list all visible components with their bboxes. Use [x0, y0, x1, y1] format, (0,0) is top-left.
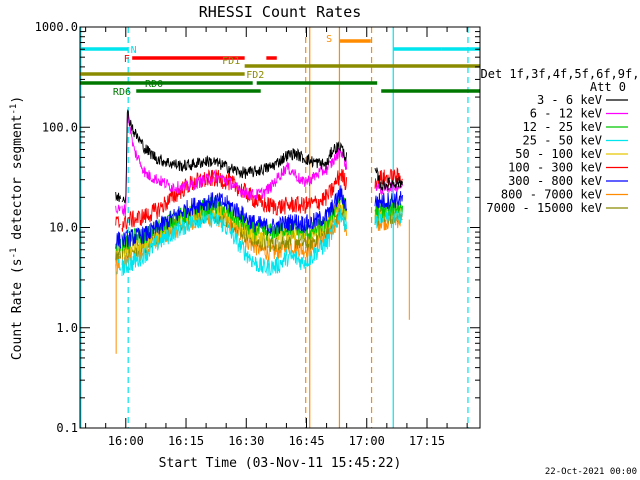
- legend-label-6: 300 - 800 keV: [508, 174, 602, 188]
- y-axis-label-main: Count Rate (s: [10, 258, 25, 360]
- flag-label-f: F: [124, 54, 130, 65]
- legend-label-1: 6 - 12 keV: [530, 107, 602, 121]
- series-line-5-1: [121, 168, 348, 232]
- legend-label-5: 100 - 300 keV: [508, 161, 602, 175]
- legend-label-7: 800 - 7000 keV: [501, 188, 602, 202]
- series-line-2-1: [121, 189, 348, 251]
- flag-bar-n: N: [80, 45, 480, 56]
- legend-label-4: 50 - 100 keV: [515, 147, 602, 161]
- flag-bar-fd2: FD2: [80, 70, 264, 81]
- series-line-6-0: [115, 231, 122, 249]
- series-line-6-2: [374, 191, 403, 210]
- series-line-1-0: [115, 204, 121, 215]
- y-axis-label-end: ): [10, 96, 25, 104]
- y-axis: 0.1 1.0 10.0 100.0 1000.0: [35, 20, 480, 435]
- series-line-1-1: [121, 110, 348, 216]
- x-tick-label-0: 16:00: [108, 434, 144, 448]
- y-tick-label-4: 1000.0: [35, 20, 78, 34]
- series-line-3-1: [121, 208, 348, 277]
- y-axis-label-mid: detector segment: [10, 115, 25, 248]
- flag-label-s: S: [326, 34, 332, 45]
- legend-label-2: 12 - 25 keV: [523, 120, 602, 134]
- y-tick-label-2: 10.0: [49, 221, 78, 235]
- legend: Det 1f,3f,4f,5f,6f,9f, Att 0 3 - 6 keV6 …: [481, 67, 640, 215]
- x-tick-label-4: 17:00: [349, 434, 385, 448]
- y-tick-label-3: 100.0: [42, 120, 78, 134]
- flag-bar-rd6: RD6: [113, 87, 480, 98]
- flag-label-n: N: [131, 45, 137, 56]
- series-line-0-0: [115, 191, 122, 202]
- flag-label-fd2: FD2: [246, 70, 264, 81]
- y-tick-label-0: 0.1: [56, 421, 78, 435]
- flag-bar-s: S: [326, 34, 371, 45]
- legend-label-8: 7000 - 15000 keV: [486, 201, 602, 215]
- x-tick-label-2: 16:30: [228, 434, 264, 448]
- series-3-6-keV: [115, 109, 403, 204]
- flag-label-rd0: RD0: [145, 79, 163, 90]
- legend-label-0: 3 - 6 keV: [537, 93, 602, 107]
- y-axis-label-sup2: -1: [9, 104, 19, 115]
- render-timestamp: 22-Oct-2021 00:00: [545, 467, 637, 477]
- x-axis: 16:00 16:15 16:30 16:45 17:00 17:15: [85, 27, 468, 448]
- flag-bar-rd0: RD0: [80, 79, 378, 90]
- chart-title: RHESSI Count Rates: [199, 3, 362, 21]
- y-tick-label-1: 1.0: [56, 321, 78, 335]
- plot-area: N S F FD1 FD2 RD0 RD6: [80, 27, 480, 428]
- legend-label-3: 25 - 50 keV: [523, 134, 602, 148]
- x-tick-label-3: 16:45: [288, 434, 324, 448]
- legend-header-2: Att 0: [590, 80, 626, 94]
- flag-bar-fd1: FD1: [222, 56, 480, 68]
- y-axis-label: Count Rate (s-1 detector segment-1): [9, 96, 25, 360]
- x-tick-label-5: 17:15: [409, 434, 445, 448]
- series-line-6-1: [121, 185, 348, 248]
- y-axis-label-sup1: -1: [9, 248, 19, 259]
- series-line-0-1: [121, 109, 348, 204]
- plot-clipped-group: [80, 27, 469, 428]
- legend-header-1: Det 1f,3f,4f,5f,6f,9f,: [481, 67, 640, 81]
- x-tick-label-1: 16:15: [168, 434, 204, 448]
- flag-label-fd1: FD1: [222, 56, 240, 67]
- flag-label-rd6: RD6: [113, 87, 131, 98]
- series-line-0-2: [374, 167, 403, 191]
- x-axis-label: Start Time (03-Nov-11 15:45:22): [159, 456, 402, 471]
- series-300-800-keV: [115, 185, 403, 249]
- flag-bar-f: F: [124, 54, 277, 65]
- series-line-5-0: [115, 215, 121, 228]
